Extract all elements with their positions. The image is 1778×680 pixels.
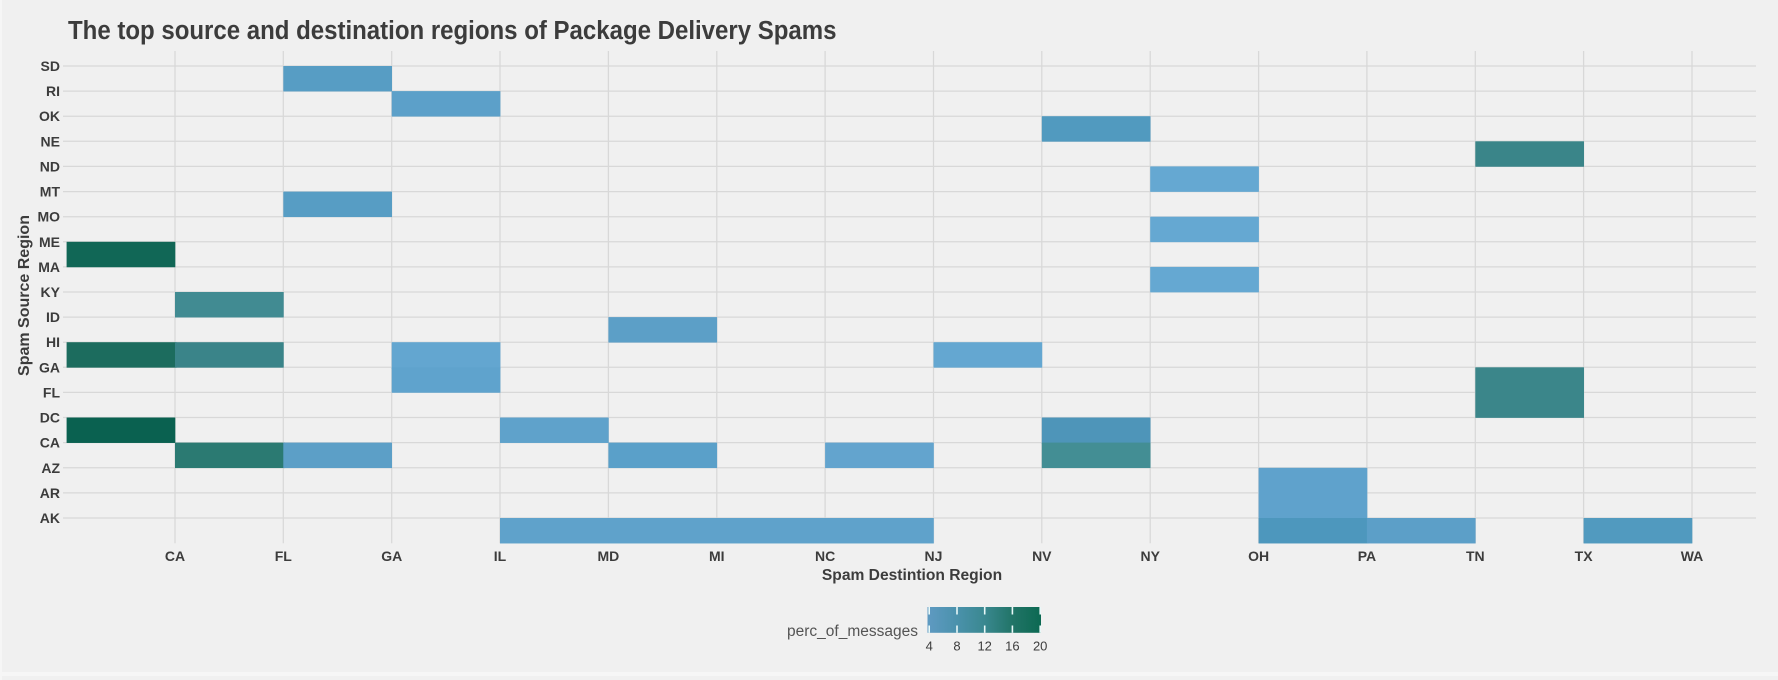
svg-text:Spam Source Region: Spam Source Region [16, 215, 33, 376]
svg-text:Spam Destintion Region: Spam Destintion Region [822, 567, 1002, 584]
svg-text:ND: ND [40, 158, 60, 174]
svg-text:4: 4 [926, 639, 933, 654]
svg-text:MD: MD [598, 548, 620, 564]
svg-text:HI: HI [46, 334, 60, 350]
svg-text:AK: AK [40, 510, 60, 526]
svg-text:MT: MT [40, 184, 61, 200]
svg-text:OH: OH [1248, 548, 1269, 564]
svg-text:GA: GA [39, 359, 60, 375]
svg-text:MO: MO [37, 209, 60, 225]
svg-text:NC: NC [815, 548, 835, 564]
svg-text:CA: CA [165, 548, 185, 564]
svg-text:DC: DC [40, 410, 60, 426]
svg-text:perc_of_messages: perc_of_messages [787, 623, 918, 640]
svg-text:NV: NV [1032, 548, 1052, 564]
svg-text:TN: TN [1466, 548, 1485, 564]
svg-text:GA: GA [381, 548, 402, 564]
svg-text:IL: IL [494, 548, 507, 564]
svg-text:8: 8 [953, 639, 960, 654]
svg-text:FL: FL [275, 548, 293, 564]
svg-text:WA: WA [1681, 548, 1704, 564]
svg-text:16: 16 [1005, 639, 1019, 654]
svg-text:PA: PA [1358, 548, 1376, 564]
svg-text:TX: TX [1575, 548, 1594, 564]
svg-text:KY: KY [41, 284, 61, 300]
svg-text:AR: AR [40, 485, 60, 501]
svg-text:FL: FL [43, 384, 61, 400]
svg-text:The top source and destination: The top source and destination regions o… [68, 16, 837, 45]
svg-text:CA: CA [40, 435, 60, 451]
svg-text:20: 20 [1033, 639, 1047, 654]
svg-text:RI: RI [46, 83, 60, 99]
svg-text:12: 12 [977, 639, 991, 654]
svg-text:SD: SD [41, 58, 60, 74]
svg-text:OK: OK [39, 108, 60, 124]
svg-text:NE: NE [41, 133, 60, 149]
svg-text:ID: ID [46, 309, 60, 325]
svg-text:NY: NY [1140, 548, 1160, 564]
svg-text:MI: MI [709, 548, 725, 564]
svg-text:NJ: NJ [925, 548, 943, 564]
svg-text:MA: MA [38, 259, 60, 275]
svg-text:AZ: AZ [41, 460, 60, 476]
svg-text:ME: ME [39, 234, 60, 250]
